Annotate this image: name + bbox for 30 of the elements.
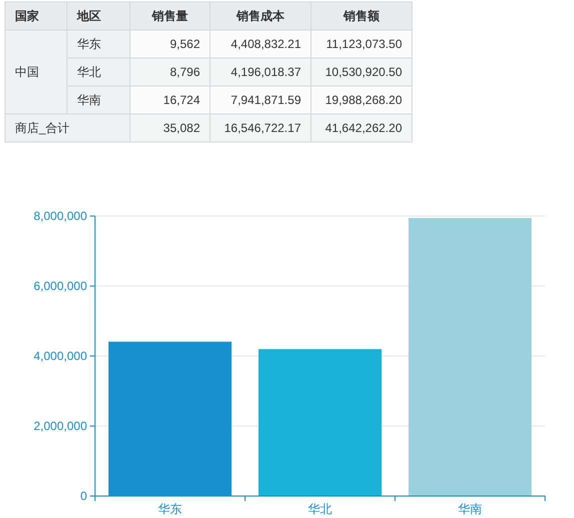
- text: 中国: [15, 65, 39, 79]
- y-tick-label: 0: [80, 489, 88, 503]
- text: 4,196,018.37: [230, 65, 301, 79]
- text: 16,724: [163, 93, 200, 107]
- text: 华东: [77, 37, 101, 51]
- text: 19,988,268.20: [325, 93, 402, 107]
- x-tick-label: 华北: [308, 502, 332, 516]
- category-label: 销售额: [342, 9, 380, 23]
- category-label: 销售成本: [236, 9, 286, 23]
- text: 35,082: [163, 121, 200, 135]
- text: 10,530,920.50: [325, 65, 402, 79]
- category-label: 国家: [15, 9, 39, 23]
- x-tick-label: 华南: [458, 502, 482, 516]
- y-tick-label: 6,000,000: [34, 279, 88, 293]
- text: 华南: [77, 93, 101, 107]
- y-tick-label: 4,000,000: [34, 349, 88, 363]
- text: 商店_合计: [15, 121, 70, 135]
- category-label: 地区: [76, 9, 101, 23]
- y-tick-label: 8,000,000: [34, 209, 88, 223]
- text: 8,796: [170, 65, 200, 79]
- y-tick-label: 2,000,000: [34, 419, 88, 433]
- text: 16,546,722.17: [224, 121, 301, 135]
- text: 41,642,262.20: [325, 121, 402, 135]
- x-tick-label: 华东: [158, 502, 182, 516]
- text: 华北: [77, 65, 101, 79]
- text: 11,123,073.50: [326, 37, 402, 51]
- text: 4,408,832.21: [230, 37, 301, 51]
- text: 7,941,871.59: [230, 93, 301, 107]
- text: 9,562: [170, 37, 200, 51]
- category-label: 销售量: [151, 9, 188, 23]
